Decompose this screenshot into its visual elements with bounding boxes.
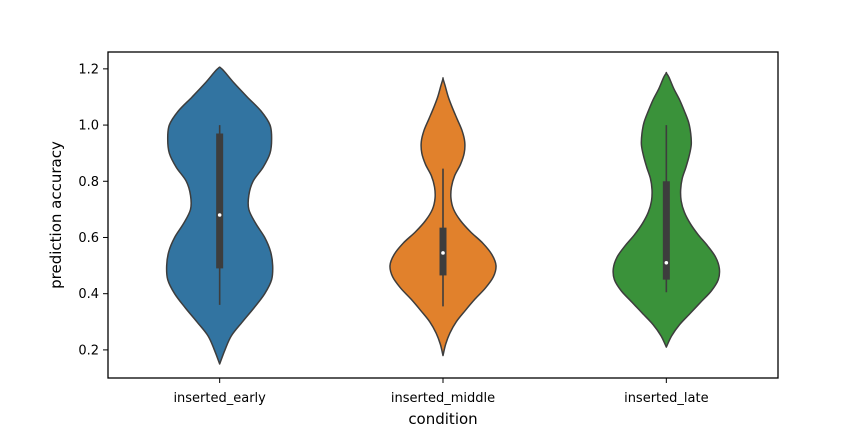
y-axis-label: prediction accuracy (47, 141, 65, 289)
iqr-box-inserted_early (216, 133, 224, 269)
axes-layer: 0.2 0.4 0.6 0.8 1.0 1.2 inserted_early inserted… (78, 51, 779, 406)
x-axis-label: condition (408, 410, 477, 428)
y-tick-label-2: 0.6 (78, 231, 99, 246)
y-tick-label-4: 1.0 (78, 119, 99, 134)
y-tick-label-1: 0.4 (78, 287, 99, 302)
x-tick-label-2: inserted_late (624, 391, 709, 406)
x-tick-label-0: inserted_early (173, 391, 266, 406)
median-inserted_middle (441, 251, 445, 255)
iqr-box-inserted_late (662, 181, 670, 280)
median-inserted_early (217, 213, 222, 217)
median-inserted_late (664, 260, 669, 265)
y-tick-label-0: 0.2 (78, 343, 99, 358)
x-tick-label-1: inserted_middle (391, 391, 495, 406)
box-layer (216, 125, 670, 307)
y-tick-label-5: 1.2 (78, 62, 99, 77)
y-tick-label-3: 0.8 (78, 175, 99, 190)
